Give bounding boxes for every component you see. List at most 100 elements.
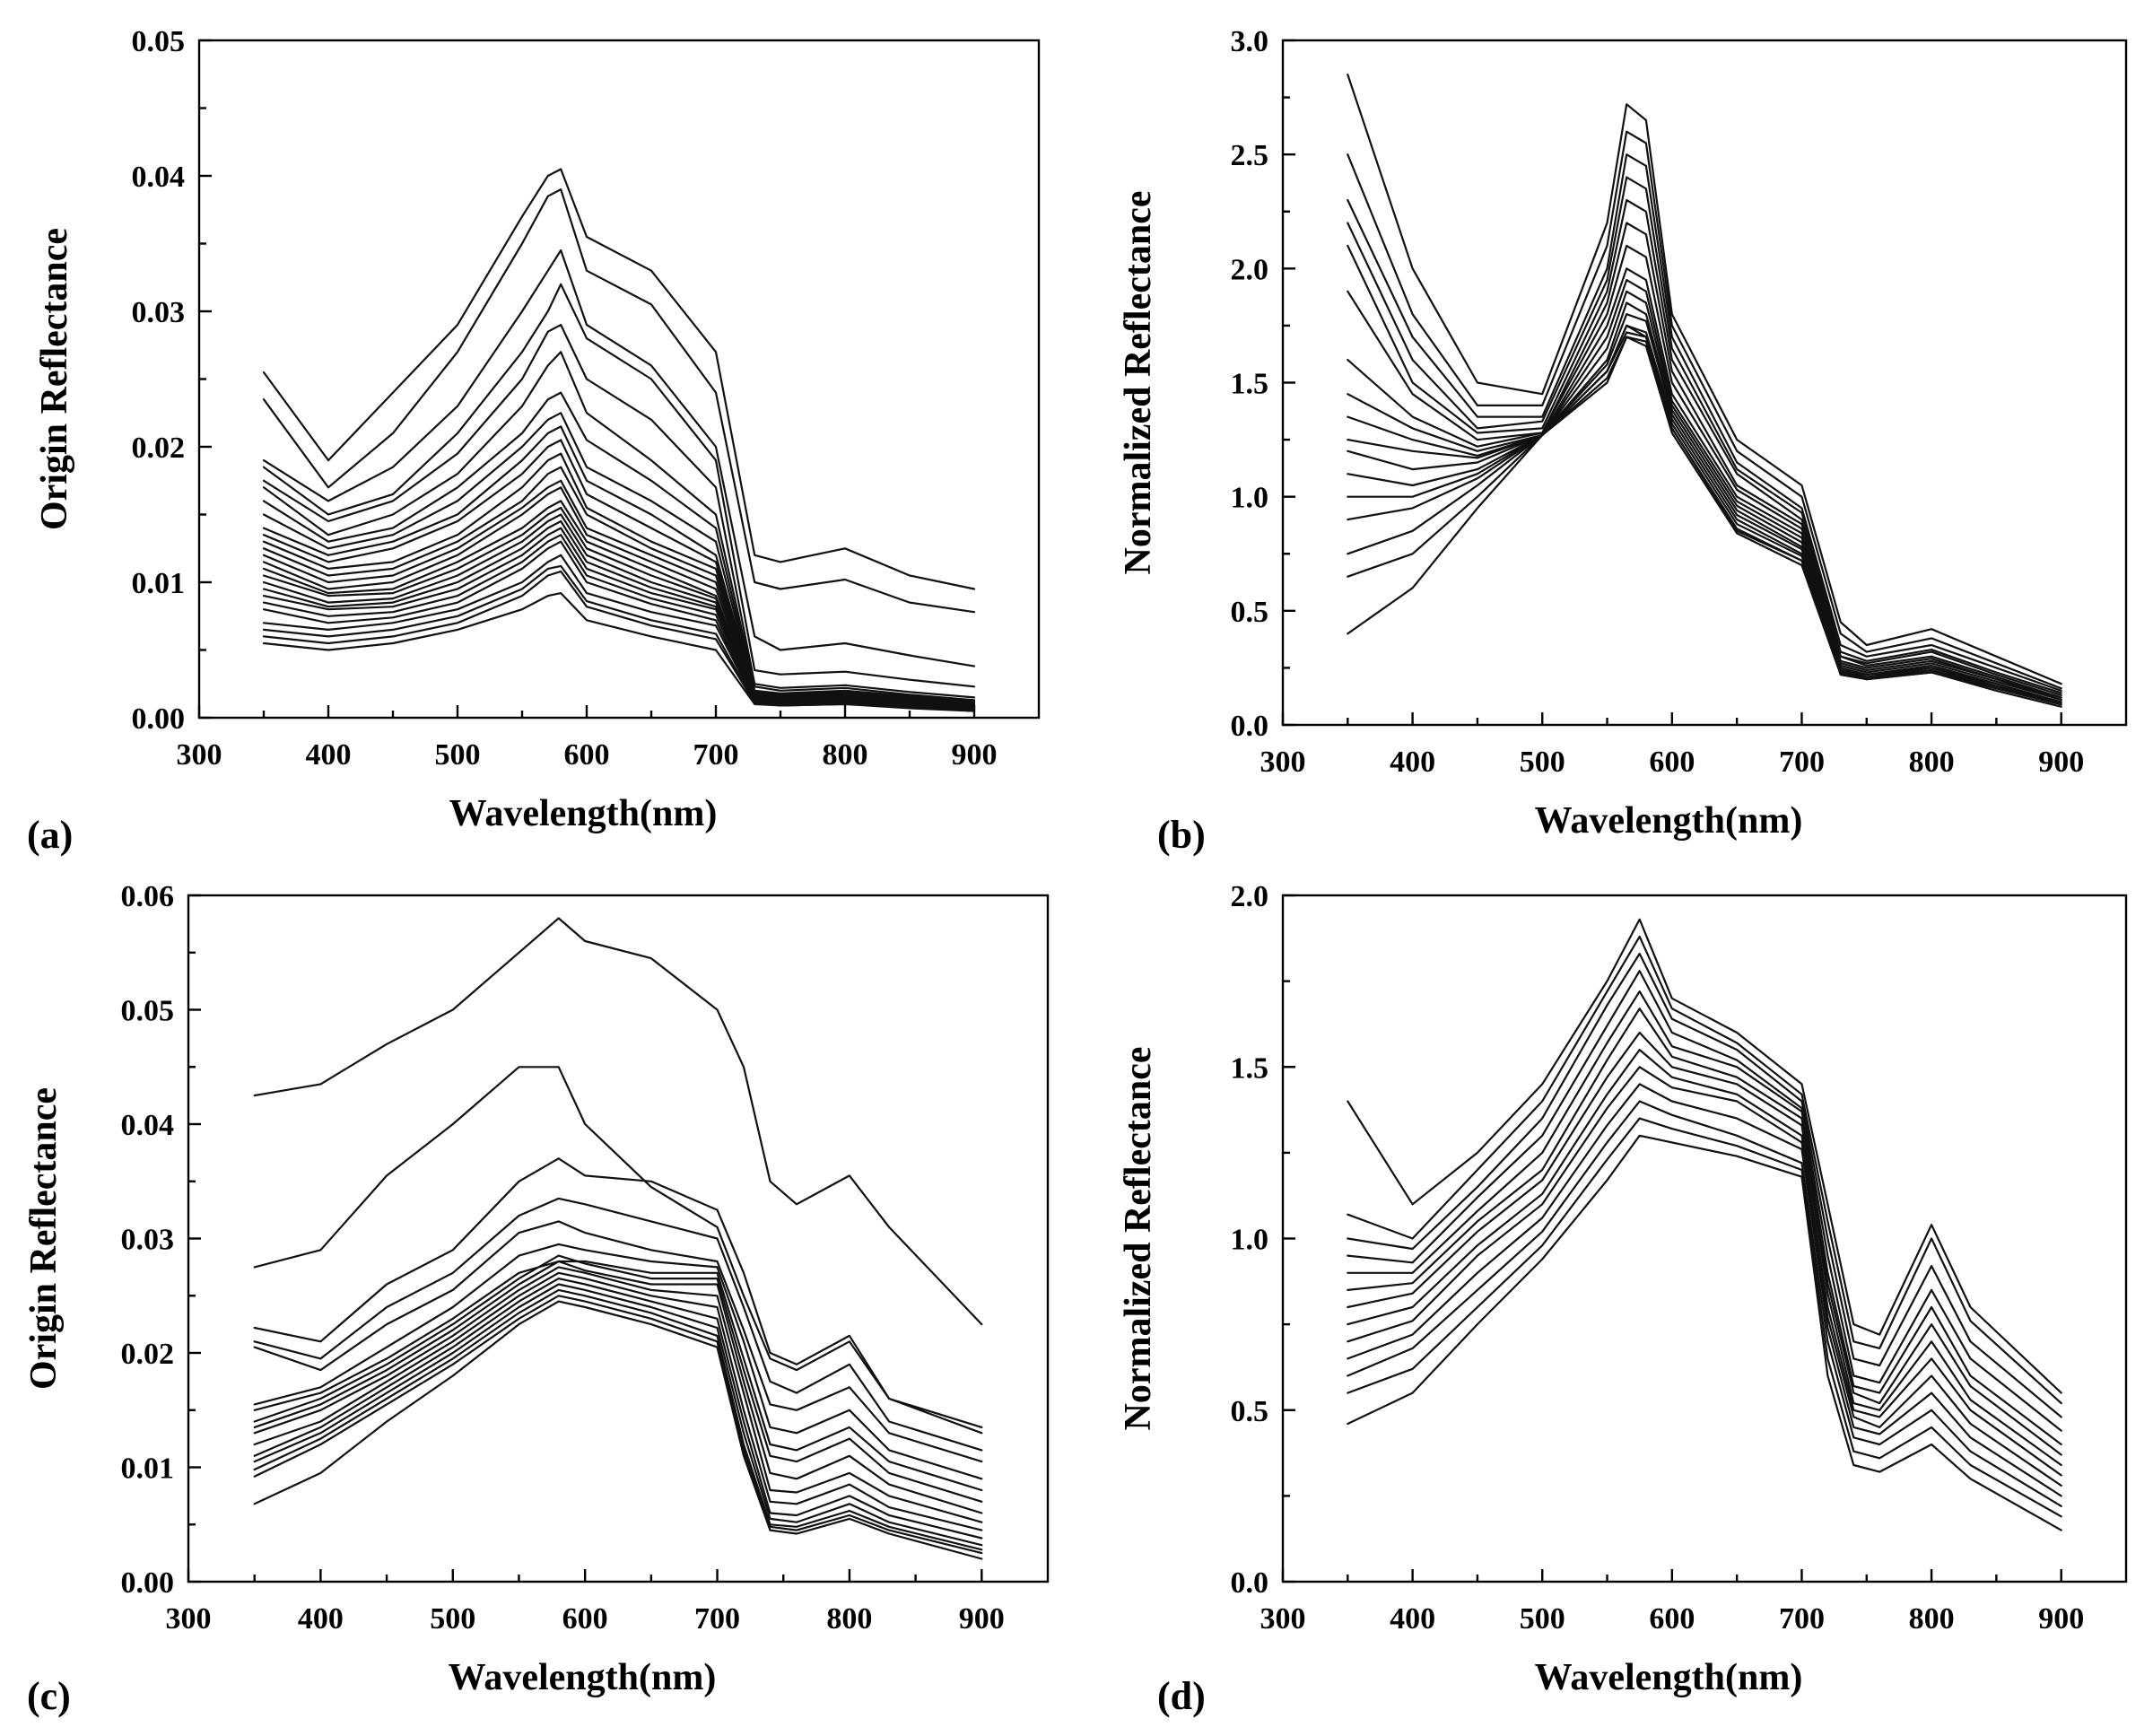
series-line-s23: [262, 564, 976, 712]
x-tick-label: 600: [1649, 746, 1695, 779]
y-tick-label: 2.5: [1231, 139, 1269, 172]
y-tick-label: 0.02: [132, 432, 186, 465]
series-line-s11: [253, 1271, 983, 1531]
series-line-s8: [262, 412, 976, 704]
panel-a: 300 400 500 600 700 800 900 0.00 0.01 0.02 0.03 0.0…: [27, 25, 1041, 857]
series-line-s17: [1347, 324, 2062, 706]
series-line-s4: [1347, 176, 2062, 694]
series-line-s9: [1347, 1066, 2062, 1487]
plot-frame: [1281, 39, 2128, 727]
x-tick-label: 500: [430, 1602, 475, 1636]
series-line-s25: [262, 592, 976, 712]
y-tick-label: 0.5: [1231, 596, 1269, 629]
y-tick-label: 0.5: [1231, 1395, 1269, 1428]
series-line-s3: [1347, 952, 2062, 1418]
series-line-s1: [1347, 74, 2062, 685]
series-line-s15: [1347, 336, 2062, 706]
x-tick-label: 800: [823, 738, 868, 772]
x-tick-label: 700: [694, 1602, 740, 1636]
series-line-s10: [253, 1266, 983, 1523]
y-tick-label: 0.04: [132, 161, 186, 194]
x-tick-label: 600: [1649, 1602, 1695, 1636]
x-axis-title: Wavelength(nm): [1535, 800, 1803, 842]
series-line-s4: [262, 283, 976, 688]
series-line-s13: [253, 1283, 983, 1547]
y-axis-title: Origin Reflectance: [34, 228, 75, 530]
y-tick-label: 0.03: [132, 296, 186, 329]
y-tick-label: 0.06: [121, 880, 175, 913]
y-tick-label: 0.02: [121, 1338, 175, 1371]
y-axis-title: Origin Reflectance: [23, 1087, 65, 1390]
y-tick-label: 0.00: [121, 1566, 175, 1600]
y-tick-label: 3.0: [1231, 25, 1269, 58]
y-tick-label: 1.0: [1231, 1224, 1269, 1257]
series-line-s7: [1347, 1031, 2062, 1467]
series-line-s2: [262, 188, 976, 614]
x-tick-label: 600: [564, 738, 610, 772]
x-axis-title: Wavelength(nm): [1535, 1657, 1803, 1698]
series-line-s6: [1347, 222, 2062, 699]
y-tick-label: 0.00: [132, 702, 186, 736]
y-tick-label: 0.04: [121, 1109, 175, 1142]
series-line-s6: [1347, 1008, 2062, 1456]
x-tick-label: 800: [1909, 746, 1955, 779]
x-tick-label: 500: [435, 738, 481, 772]
series-line-s1: [1347, 918, 2062, 1394]
series-line-s9: [1347, 279, 2062, 702]
series-line-s5: [253, 1220, 983, 1463]
series-line-s3: [262, 249, 976, 667]
series-line-s7: [1347, 244, 2062, 699]
series-line-s6: [262, 351, 976, 702]
x-tick-label: 700: [1779, 746, 1825, 779]
x-tick-label: 600: [562, 1602, 608, 1636]
x-tick-label: 400: [1390, 746, 1435, 779]
series-line-s8: [253, 1254, 983, 1503]
y-tick-label: 0.01: [121, 1452, 175, 1486]
series-line-s10: [1347, 290, 2062, 703]
series-line-s14: [253, 1288, 983, 1551]
panel-label: (b): [1157, 813, 1206, 857]
x-tick-label: 900: [952, 738, 998, 772]
plot-frame: [187, 894, 1050, 1583]
series-line-s8: [1347, 1049, 2062, 1477]
x-axis-title: Wavelength(nm): [449, 1657, 717, 1698]
series-line-s5: [1347, 990, 2062, 1446]
series-line-s4: [253, 1197, 983, 1452]
y-tick-label: 2.0: [1231, 880, 1269, 913]
series-line-s16: [1347, 336, 2062, 708]
x-tick-label: 500: [1520, 746, 1565, 779]
series-line-s3: [1347, 153, 2062, 692]
plot-frame: [1281, 894, 2128, 1583]
y-tick-label: 1.0: [1231, 482, 1269, 515]
x-tick-label: 800: [1909, 1602, 1955, 1636]
panel-c: 300 400 500 600 700 800 900 0.00 0.01 0.02 0.03 0.0…: [23, 880, 1050, 1718]
series-line-s16: [253, 1300, 983, 1560]
y-tick-label: 0.05: [121, 995, 175, 1028]
y-tick-label: 0.01: [132, 567, 186, 600]
series-line-s9: [253, 1260, 983, 1514]
series-line-s12: [253, 1278, 983, 1540]
y-tick-label: 0.05: [132, 25, 186, 58]
series-line-s9: [262, 425, 976, 705]
y-tick-label: 0.03: [121, 1224, 175, 1257]
series-line-s5: [1347, 198, 2062, 696]
series-line-s12: [1347, 313, 2062, 703]
x-tick-label: 900: [959, 1602, 1005, 1636]
series-line-s15: [253, 1295, 983, 1555]
x-tick-label: 300: [1260, 746, 1306, 779]
x-tick-label: 800: [826, 1602, 872, 1636]
panel-d: 300 400 500 600 700 800 900 0.0 0.5 1.0 1.5 2.0 Wave…: [1118, 880, 2128, 1718]
x-tick-label: 700: [1779, 1602, 1825, 1636]
series-line-s8: [1347, 267, 2062, 702]
series-line-s1: [253, 917, 983, 1326]
x-axis-title: Wavelength(nm): [449, 793, 718, 834]
y-tick-label: 1.5: [1231, 368, 1269, 401]
series-line-s10: [1347, 1083, 2062, 1497]
y-tick-label: 0.0: [1231, 710, 1269, 743]
series-line-s2: [1347, 130, 2062, 690]
x-tick-label: 700: [693, 738, 739, 772]
x-tick-label: 400: [298, 1602, 344, 1636]
series-line-s4: [1347, 970, 2062, 1432]
x-tick-label: 400: [306, 738, 352, 772]
